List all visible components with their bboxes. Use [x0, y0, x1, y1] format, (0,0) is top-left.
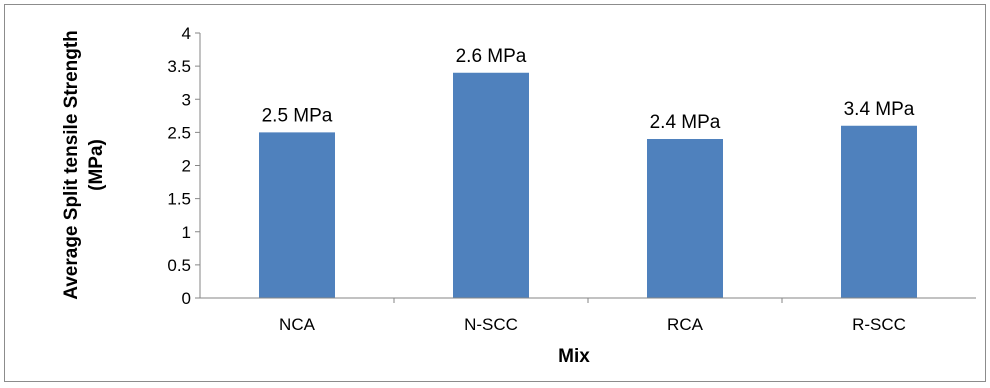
category-label-nca: NCA [279, 315, 316, 334]
category-label-r-scc: R-SCC [852, 315, 906, 334]
y-axis-ticks: 0 0.5 1 1.5 2 2.5 3 3.5 4 [167, 24, 200, 308]
y-tick-label: 3.5 [167, 57, 191, 76]
data-label-r-scc: 3.4 MPa [844, 99, 915, 120]
data-label-n-scc: 2.6 MPa [456, 46, 527, 67]
y-tick-label: 0.5 [167, 256, 191, 275]
y-axis-title-line-2: (MPa) [86, 139, 107, 191]
bars [259, 72, 917, 298]
y-tick-label: 1.5 [167, 190, 191, 209]
bar-r-scc [841, 125, 917, 298]
category-label-rca: RCA [667, 315, 704, 334]
y-axis-title-line-1: Average Split tensile Strength [61, 30, 82, 300]
data-label-rca: 2.4 MPa [650, 112, 721, 133]
category-label-n-scc: N-SCC [464, 315, 518, 334]
y-tick-label: 2.5 [167, 123, 191, 142]
bar-rca [647, 139, 723, 298]
data-label-nca: 2.5 MPa [262, 105, 333, 126]
category-labels: NCA N-SCC RCA R-SCC [279, 298, 906, 334]
y-tick-label: 0 [182, 289, 191, 308]
y-tick-label: 3 [182, 90, 191, 109]
bar-n-scc [453, 72, 529, 298]
y-tick-label: 1 [182, 223, 191, 242]
bar-nca [259, 132, 335, 298]
data-labels: 2.5 MPa 2.6 MPa 2.4 MPa 3.4 MPa [262, 46, 915, 133]
y-tick-label: 2 [182, 157, 191, 176]
y-tick-label: 4 [182, 24, 191, 43]
x-axis-title: Mix [558, 346, 590, 367]
